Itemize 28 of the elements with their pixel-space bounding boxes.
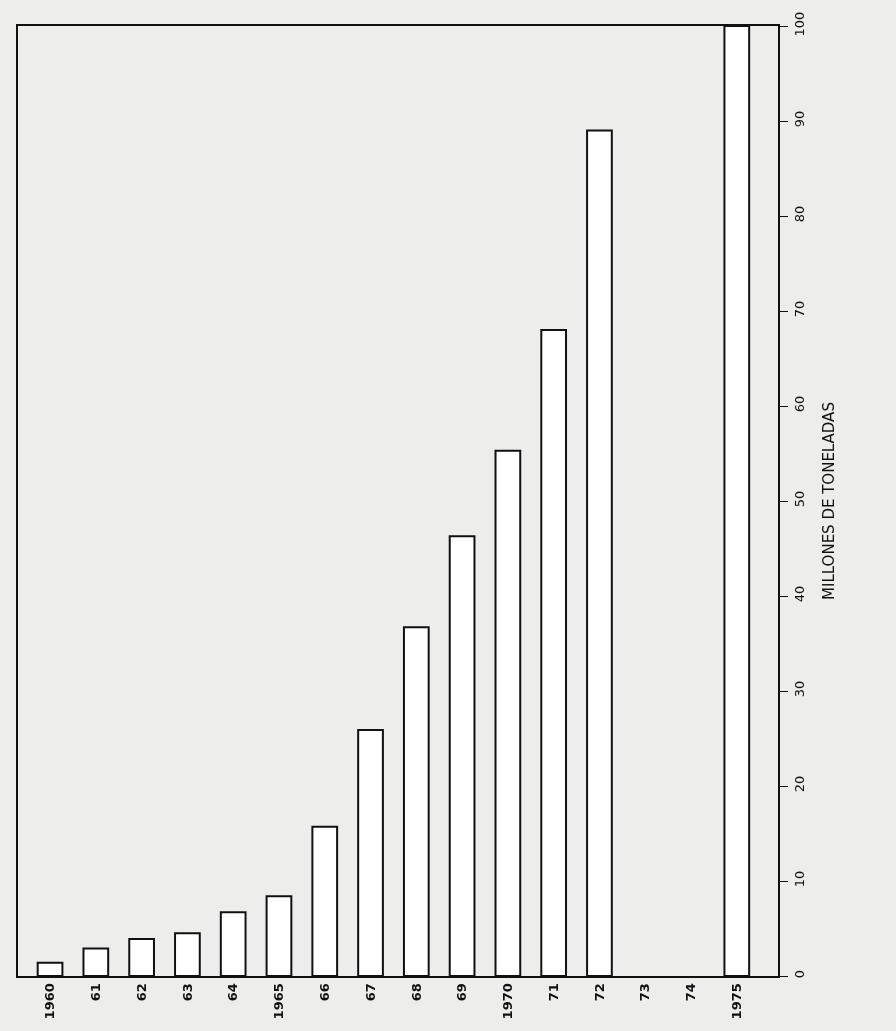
y-axis-title: MILLONES DE TONELADAS (820, 402, 839, 600)
x-tick-label: 68 (408, 983, 424, 1002)
y-tick-label: 10 (791, 870, 807, 888)
y-tick-label: 20 (791, 775, 807, 793)
x-tick-label: 69 (454, 983, 470, 1002)
x-tick-label: 1960 (42, 983, 58, 1020)
y-tick-label: 100 (791, 11, 807, 37)
x-tick-label: 74 (683, 983, 699, 1002)
x-tick-label: 64 (225, 983, 241, 1002)
y-tick-label: 40 (791, 585, 807, 603)
y-tick-label: 0 (791, 969, 807, 979)
x-tick-label: 1970 (500, 983, 516, 1020)
x-tick-label: 66 (316, 983, 332, 1002)
x-tick-label: 72 (591, 983, 607, 1002)
y-tick-label: 80 (791, 205, 807, 223)
x-tick-label: 61 (88, 983, 104, 1002)
y-tick-label: 30 (791, 680, 807, 698)
y-tick-label: 50 (791, 490, 807, 508)
x-tick-label: 73 (637, 983, 653, 1002)
x-tick-label: 1965 (271, 983, 287, 1020)
x-tick-label: 67 (362, 983, 378, 1002)
y-tick-label: 60 (791, 395, 807, 413)
y-tick-label: 90 (791, 110, 807, 128)
x-tick-label: 71 (545, 983, 561, 1002)
x-tick-label: 62 (133, 983, 149, 1002)
x-tick-label: 1975 (729, 983, 745, 1020)
y-tick-label: 70 (791, 300, 807, 318)
x-tick-label: 63 (179, 983, 195, 1002)
